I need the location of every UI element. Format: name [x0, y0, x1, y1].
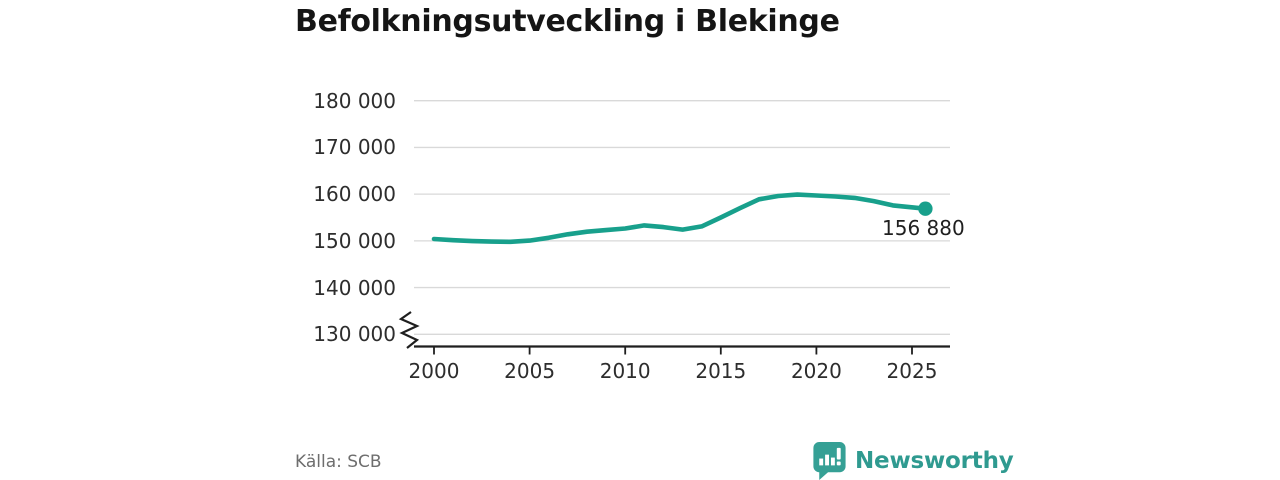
source-note: Källa: SCB — [295, 452, 382, 472]
x-tick-label: 2005 — [504, 359, 556, 383]
x-tick-label: 2015 — [695, 359, 747, 383]
newsworthy-logo-icon — [813, 441, 846, 480]
series-end-dot — [918, 201, 933, 216]
y-axis-break-icon — [398, 311, 420, 349]
y-tick-label: 180 000 — [313, 88, 396, 113]
x-tick-label: 2025 — [886, 359, 938, 383]
newsworthy-logo-text: Newsworthy — [855, 447, 1014, 474]
chart-title: Befolkningsutveckling i Blekinge — [295, 4, 840, 39]
x-tick-label: 2020 — [790, 359, 842, 383]
x-tick-label: 2000 — [408, 359, 460, 383]
y-tick-label: 140 000 — [313, 275, 396, 300]
y-tick-label: 130 000 — [313, 322, 396, 347]
newsworthy-logo: Newsworthy — [811, 441, 1014, 480]
y-tick-label: 160 000 — [313, 182, 396, 207]
y-tick-label: 150 000 — [313, 228, 396, 253]
series-end-value-label: 156 880 — [882, 215, 965, 240]
x-tick-label: 2010 — [599, 359, 651, 383]
y-tick-label: 170 000 — [313, 135, 396, 160]
population-line — [431, 192, 928, 245]
